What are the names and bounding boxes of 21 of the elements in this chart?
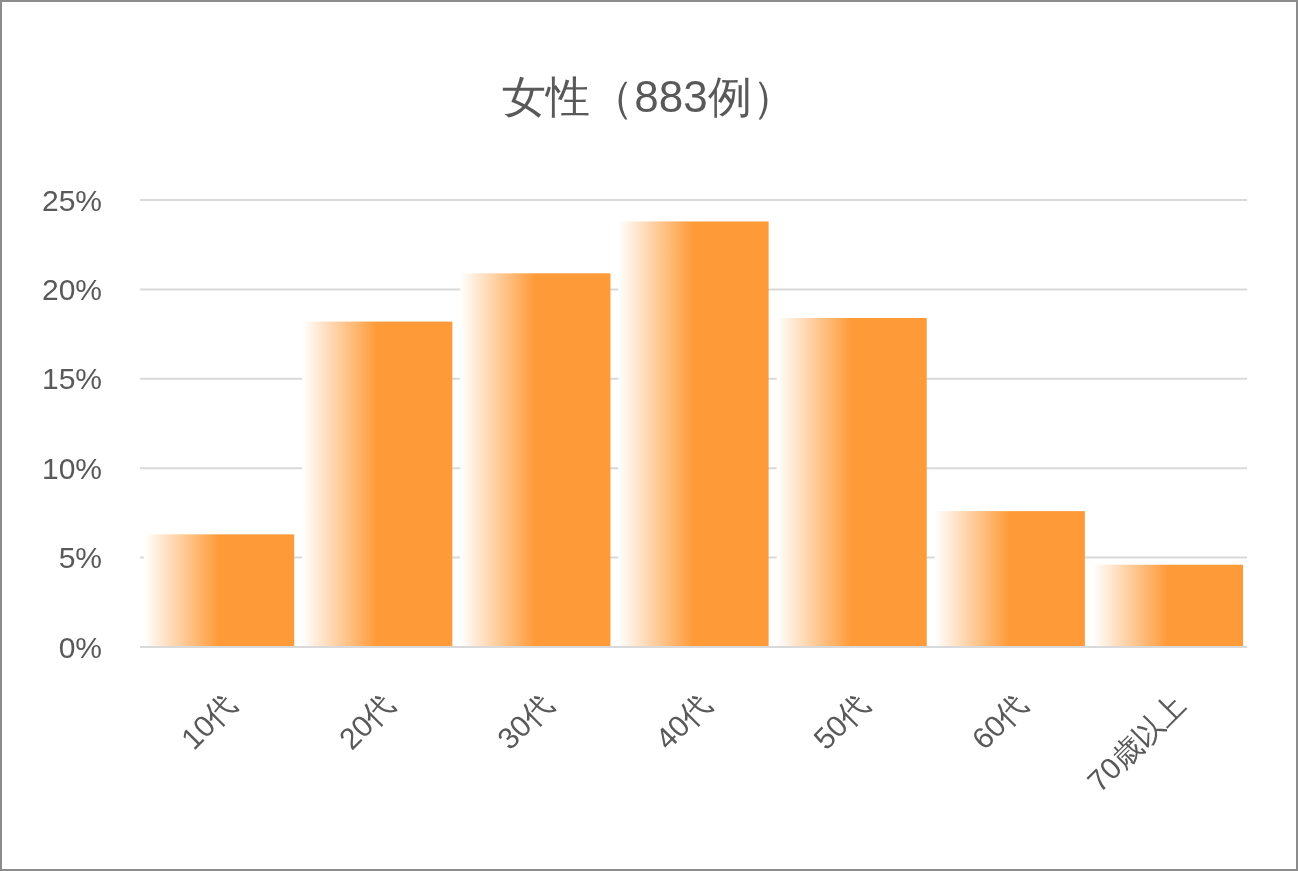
y-tick-label: 20% xyxy=(41,272,102,306)
y-tick-label: 15% xyxy=(41,362,102,396)
x-tick-label: 50代 xyxy=(807,687,876,756)
y-tick-label: 0% xyxy=(58,630,102,664)
bar xyxy=(460,273,611,647)
bar xyxy=(776,318,927,647)
x-tick-label: 30代 xyxy=(490,687,560,756)
bar xyxy=(618,221,769,647)
x-tick-label: 10代 xyxy=(174,687,243,756)
bar xyxy=(934,511,1085,647)
y-tick-label: 5% xyxy=(58,541,102,575)
bar xyxy=(143,534,295,647)
x-tick-label: 40代 xyxy=(649,687,718,756)
bar xyxy=(302,321,453,647)
chart-title: 女性（883例） xyxy=(502,72,796,121)
x-tick-label: 60代 xyxy=(965,687,1034,756)
bar xyxy=(1092,564,1244,647)
y-tick-label: 10% xyxy=(41,451,102,485)
x-tick-label: 70歳以上 xyxy=(1081,687,1192,798)
y-tick-label: 25% xyxy=(41,183,102,217)
x-tick-label: 20代 xyxy=(332,687,401,756)
